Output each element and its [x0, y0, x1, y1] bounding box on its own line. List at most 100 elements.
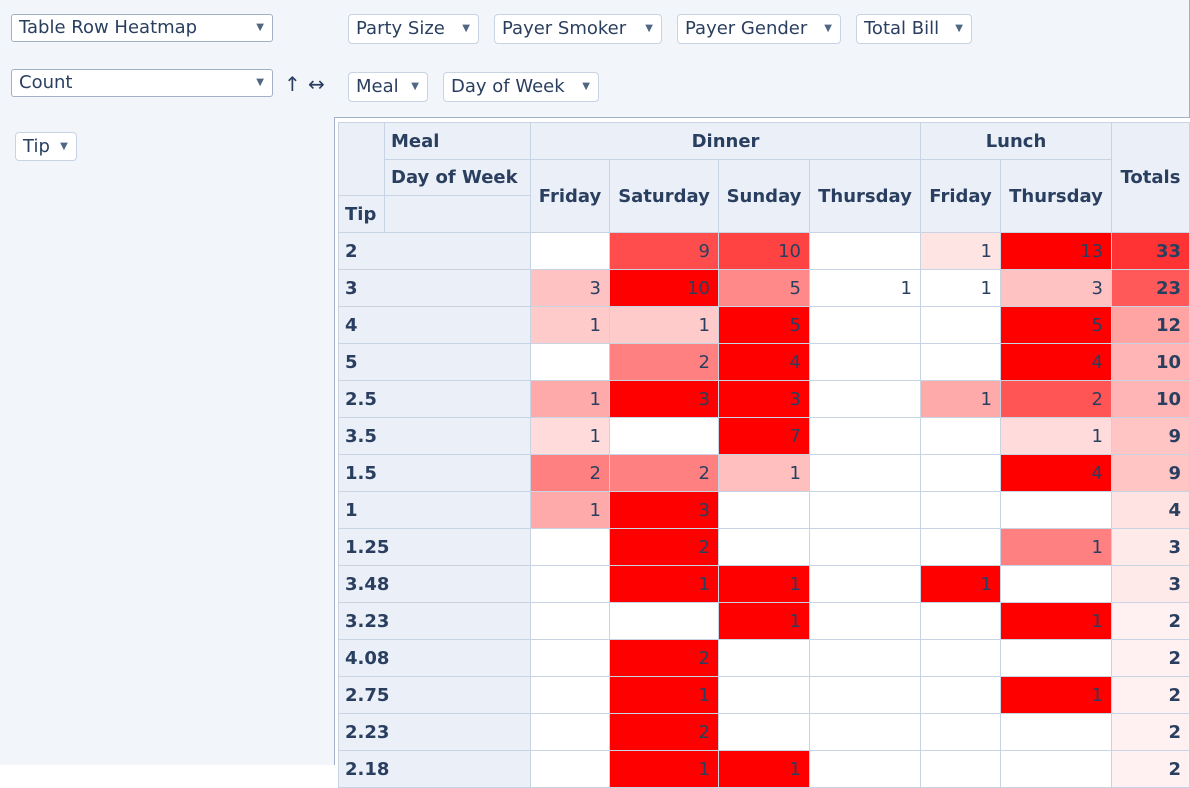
- pivot-cell: [1000, 491, 1112, 529]
- row-total-cell: 9: [1111, 417, 1190, 455]
- row-header-tip: 1.5: [338, 454, 531, 492]
- pivot-cell: [809, 380, 921, 418]
- pivot-cell: [809, 676, 921, 714]
- row-attribute-panel: [0, 117, 335, 765]
- table-row: 1.25 2 1 3: [338, 528, 1190, 566]
- row-area-field-label: Meal: [356, 76, 399, 97]
- row-total-cell: 23: [1111, 269, 1190, 307]
- pivot-cell: [530, 676, 610, 714]
- row-total-cell: 10: [1111, 343, 1190, 381]
- pivot-cell: [530, 713, 610, 751]
- chevron-down-icon: ▼: [411, 81, 419, 92]
- pivot-cell: [530, 232, 610, 270]
- pivot-cell: 1: [530, 306, 610, 344]
- day-header: Friday: [530, 159, 610, 233]
- table-row: 2.18 1 1 2: [338, 750, 1190, 788]
- col-field-pill[interactable]: Party Size ▼: [348, 14, 479, 44]
- col-field-pill[interactable]: Payer Smoker ▼: [494, 14, 662, 44]
- chevron-down-icon: ▼: [955, 23, 963, 34]
- row-header-tip: 3: [338, 269, 531, 307]
- chevron-down-icon: ▼: [582, 81, 590, 92]
- col-field-label: Payer Smoker: [502, 18, 627, 39]
- pivot-cell: 1: [530, 491, 610, 529]
- row-total-cell: 9: [1111, 454, 1190, 492]
- pivot-cell: [920, 491, 1001, 529]
- pivot-cell: 2: [609, 343, 719, 381]
- pivot-cell: [920, 602, 1001, 640]
- pivot-cell: [530, 528, 610, 566]
- pivot-cell: 1: [609, 676, 719, 714]
- row-area-field-pill[interactable]: Meal ▼: [348, 72, 428, 102]
- pivot-cell: 1: [609, 306, 719, 344]
- pivot-cell: 10: [609, 269, 719, 307]
- corner-cell: [338, 122, 385, 196]
- pivot-cell: 7: [718, 417, 810, 455]
- row-header-tip: 3.48: [338, 565, 531, 603]
- col-field-label: Payer Gender: [685, 18, 808, 39]
- pivot-cell: 1: [1000, 676, 1112, 714]
- pivot-cell: 10: [718, 232, 810, 270]
- pivot-cell: [809, 713, 921, 751]
- order-arrows-icon[interactable]: ↔: [308, 72, 325, 96]
- row-attr-tip-label: Tip: [23, 136, 50, 157]
- pivot-cell: [920, 306, 1001, 344]
- pivot-cell: [809, 565, 921, 603]
- pivot-cell: [1000, 565, 1112, 603]
- table-row: 3.48 1 1 1 3: [338, 565, 1190, 603]
- pivot-cell: 1: [718, 565, 810, 603]
- row-total-cell: 2: [1111, 676, 1190, 714]
- pivot-cell: [809, 343, 921, 381]
- row-total-cell: 3: [1111, 565, 1190, 603]
- pivot-cell: 3: [1000, 269, 1112, 307]
- row-total-cell: 10: [1111, 380, 1190, 418]
- renderer-select[interactable]: Table Row Heatmap ▼: [11, 14, 273, 42]
- pivot-cell: [920, 713, 1001, 751]
- pivot-cell: 2: [1000, 380, 1112, 418]
- pivot-cell: [718, 713, 810, 751]
- row-total-cell: 2: [1111, 602, 1190, 640]
- pivot-cell: [809, 750, 921, 788]
- pivot-cell: 1: [718, 454, 810, 492]
- table-row: 4.08 2 2: [338, 639, 1190, 677]
- pivot-cell: 3: [609, 491, 719, 529]
- col-field-pill[interactable]: Payer Gender ▼: [677, 14, 841, 44]
- header-tip: Tip: [338, 195, 385, 233]
- pivot-cell: [920, 676, 1001, 714]
- pivot-cell: [809, 417, 921, 455]
- sort-arrow-icon[interactable]: ↑: [284, 72, 301, 96]
- pivot-cell: [809, 602, 921, 640]
- row-header-tip: 2.5: [338, 380, 531, 418]
- pivot-cell: [809, 639, 921, 677]
- pivot-cell: [809, 232, 921, 270]
- pivot-cell: [609, 417, 719, 455]
- row-header-tip: 4: [338, 306, 531, 344]
- row-header-tip: 3.23: [338, 602, 531, 640]
- row-header-tip: 2.75: [338, 676, 531, 714]
- row-header-tip: 5: [338, 343, 531, 381]
- table-row: 2 9 10 1 13 33: [338, 232, 1190, 270]
- table-row: 2.75 1 1 2: [338, 676, 1190, 714]
- aggregator-select[interactable]: Count ▼: [11, 69, 273, 97]
- table-row: 3.5 1 7 1 9: [338, 417, 1190, 455]
- pivot-cell: [718, 491, 810, 529]
- pivot-cell: [920, 417, 1001, 455]
- pivot-cell: 1: [718, 602, 810, 640]
- pivot-cell: [530, 639, 610, 677]
- header-meal: Meal: [384, 122, 531, 160]
- aggregator-select-value: Count: [19, 72, 73, 93]
- pivot-cell: [809, 528, 921, 566]
- pivot-cell: 1: [1000, 417, 1112, 455]
- pivot-cell: [809, 491, 921, 529]
- table-row: 4 1 1 5 5 12: [338, 306, 1190, 344]
- day-header: Thursday: [1000, 159, 1112, 233]
- col-field-label: Total Bill: [864, 18, 940, 39]
- row-attr-tip[interactable]: Tip ▼: [15, 132, 77, 161]
- pivot-cell: 2: [609, 528, 719, 566]
- day-header: Friday: [920, 159, 1001, 233]
- chevron-down-icon: ▼: [824, 23, 832, 34]
- row-area-field-pill[interactable]: Day of Week ▼: [443, 72, 599, 102]
- col-field-pill[interactable]: Total Bill ▼: [856, 14, 972, 44]
- table-row: 2.5 1 3 3 1 2 10: [338, 380, 1190, 418]
- pivot-cell: [530, 565, 610, 603]
